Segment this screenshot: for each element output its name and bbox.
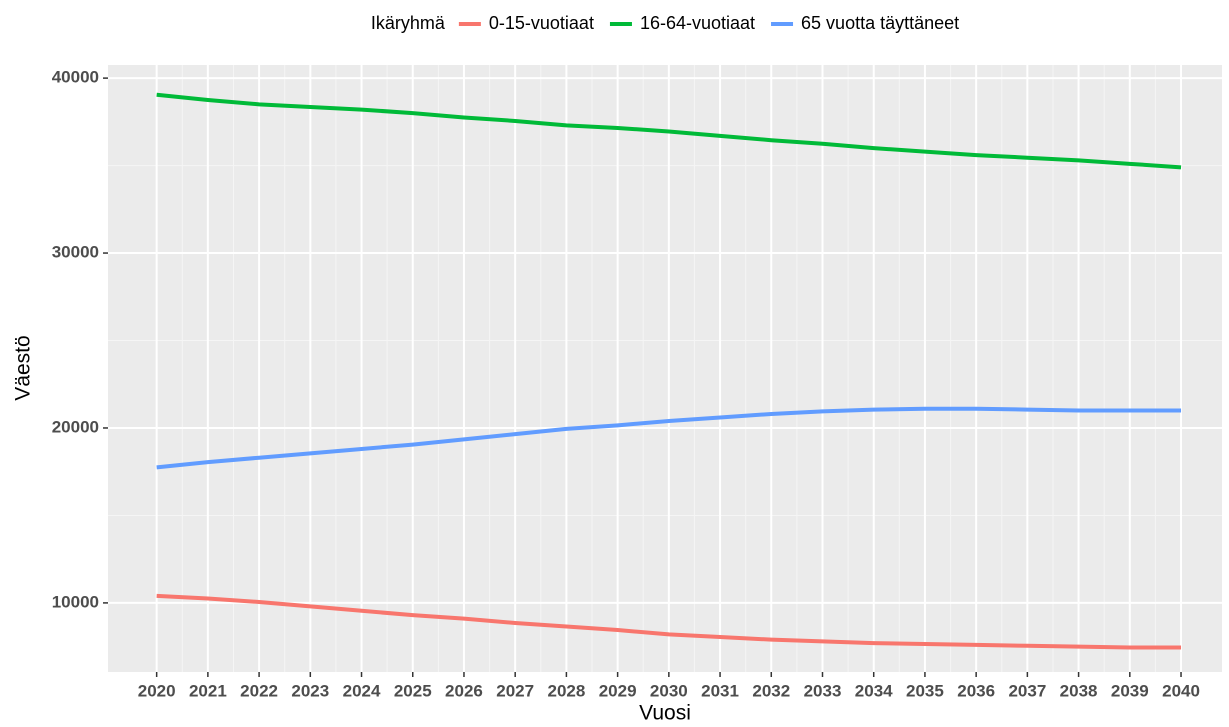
x-tick-label: 2021 <box>189 681 227 700</box>
y-tick-label: 30000 <box>52 243 99 262</box>
x-tick-label: 2039 <box>1111 681 1149 700</box>
grid <box>108 65 1222 672</box>
line-series <box>156 406 1182 470</box>
y-tick-label: 10000 <box>52 592 99 611</box>
y-axis-title: Väestö <box>12 335 35 400</box>
x-tick-label: 2022 <box>240 681 278 700</box>
x-tick-label: 2027 <box>496 681 534 700</box>
x-tick-label: 2023 <box>291 681 329 700</box>
x-tick-label: 2033 <box>804 681 842 700</box>
x-tick-label: 2031 <box>701 681 739 700</box>
x-tick-label: 2032 <box>752 681 790 700</box>
legend-label: 16-64-vuotiaat <box>640 13 755 33</box>
x-tick-label: 2037 <box>1008 681 1046 700</box>
x-tick-label: 2034 <box>855 681 893 700</box>
x-tick-label: 2029 <box>599 681 637 700</box>
panel <box>108 65 1222 672</box>
legend-label: 0-15-vuotiaat <box>489 13 594 33</box>
x-tick-label: 2025 <box>394 681 432 700</box>
legend: Ikäryhmä 0-15-vuotiaat 16-64-vuotiaat 65 vu… <box>371 13 959 33</box>
x-tick-label: 2040 <box>1162 681 1200 700</box>
legend-title: Ikäryhmä <box>371 13 446 33</box>
x-tick-label: 2038 <box>1060 681 1098 700</box>
x-tick-label: 2026 <box>445 681 483 700</box>
x-tick-label: 2020 <box>138 681 176 700</box>
line-series <box>156 593 1182 650</box>
x-tick-label: 2024 <box>343 681 381 700</box>
x-tick-label: 2036 <box>957 681 995 700</box>
x-tick-label: 2028 <box>547 681 585 700</box>
x-axis-title: Vuosi <box>639 702 691 725</box>
y-tick-label: 20000 <box>52 417 99 436</box>
x-tick-label: 2030 <box>650 681 688 700</box>
legend-label: 65 vuotta täyttäneet <box>801 13 959 33</box>
y-tick-label: 40000 <box>52 68 99 87</box>
x-tick-label: 2035 <box>906 681 944 700</box>
line-series <box>156 92 1182 170</box>
